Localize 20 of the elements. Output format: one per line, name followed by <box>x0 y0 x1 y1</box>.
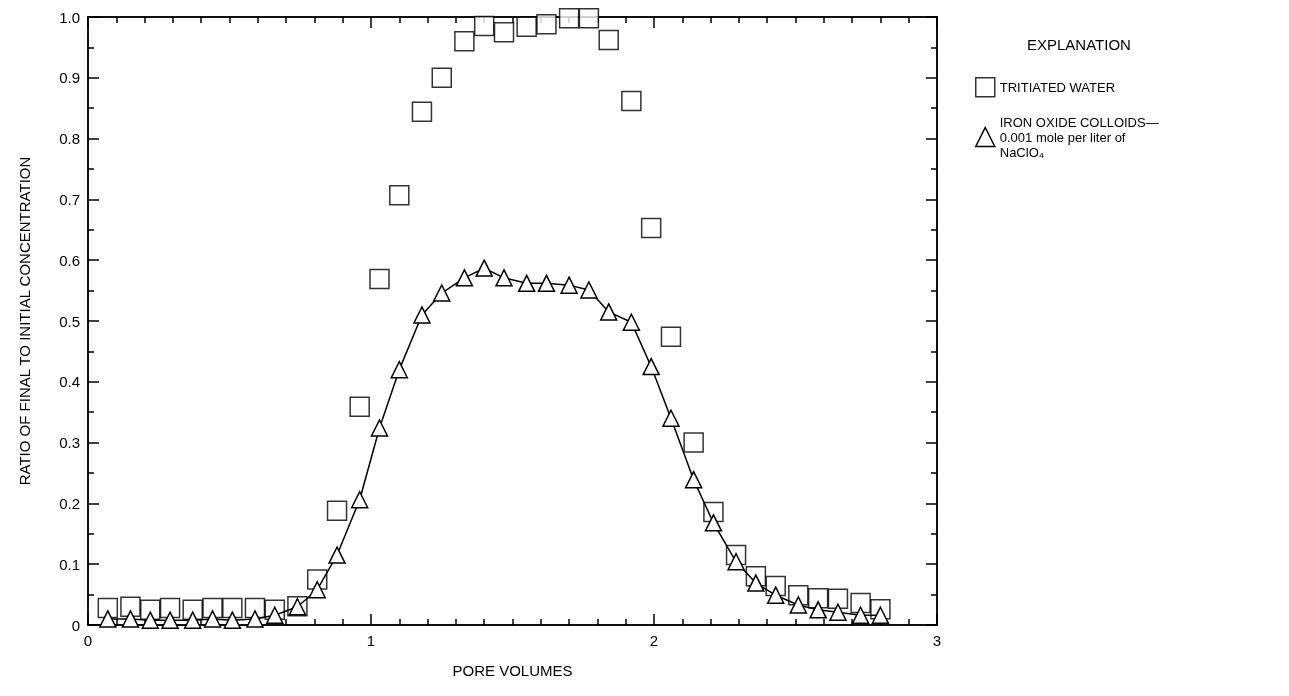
legend-title: EXPLANATION <box>1027 36 1131 53</box>
x-tick-label: 3 <box>932 632 942 649</box>
x-tick-label: 0 <box>83 632 93 649</box>
y-tick-label: 0.7 <box>59 190 80 208</box>
y-tick-label: 0 <box>71 616 80 634</box>
y-tick-label: 1.0 <box>59 8 80 26</box>
y-tick-label: 0.1 <box>59 555 80 573</box>
legend-label: TRITIATED WATER <box>999 79 1116 95</box>
legend-label: IRON OXIDE COLLOIDS— 0.001 mole per liter of NaClO₄ <box>999 114 1159 160</box>
y-tick-label: 0.8 <box>59 130 80 148</box>
y-tick-label: 0.5 <box>59 312 80 330</box>
x-axis-title: PORE VOLUMES <box>452 662 573 679</box>
y-tick-label: 0.6 <box>59 251 80 269</box>
y-tick-label: 0.9 <box>59 69 80 87</box>
y-tick-label: 0.3 <box>59 434 80 452</box>
x-tick-label: 1 <box>366 632 376 649</box>
x-tick-label: 2 <box>649 632 659 649</box>
y-tick-label: 0.2 <box>59 494 80 512</box>
y-tick-label: 0.4 <box>59 373 80 391</box>
y-axis-title: RATIO OF FINAL TO INITIAL CONCENTRATION <box>16 156 33 486</box>
